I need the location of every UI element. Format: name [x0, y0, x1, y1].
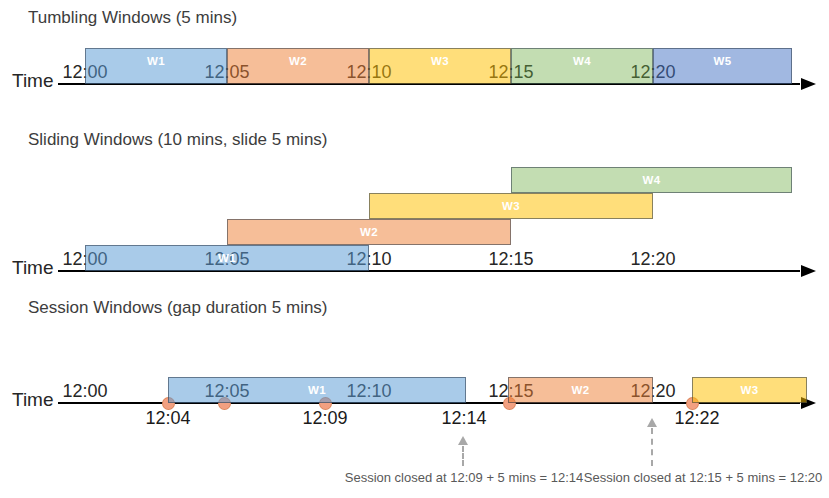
window-w1: W1: [85, 48, 227, 84]
event-time-label: 12:09: [302, 408, 347, 428]
timeline-arrowhead-icon: [801, 265, 816, 277]
event-time-label: 12:22: [674, 408, 719, 428]
session-close-arrow-icon: [458, 436, 468, 445]
window-w1: W1: [85, 245, 369, 271]
window-label: W2: [228, 55, 368, 67]
window-w2: W2: [508, 377, 653, 403]
window-w3: W3: [369, 48, 511, 84]
window-w1: W1: [168, 377, 466, 403]
window-w2: W2: [227, 219, 511, 245]
session-close-arrow-icon: [647, 418, 657, 427]
window-w5: W5: [653, 48, 792, 84]
window-label: W3: [370, 200, 652, 212]
window-w4: W4: [511, 48, 653, 84]
window-w3: W3: [369, 193, 653, 219]
tick-label: 12:00: [62, 381, 107, 401]
window-label: W3: [370, 55, 510, 67]
time-axis-label: Time: [12, 70, 54, 92]
section-title: Session Windows (gap duration 5 mins): [28, 298, 328, 318]
diagram-canvas: Tumbling Windows (5 mins)Time12:0012:051…: [0, 0, 829, 498]
time-axis-label: Time: [12, 389, 54, 411]
window-label: W3: [693, 384, 806, 396]
window-label: W5: [654, 55, 791, 67]
event-time-label: 12:04: [145, 408, 190, 428]
section-title: Sliding Windows (10 mins, slide 5 mins): [28, 130, 328, 150]
window-w4: W4: [511, 167, 792, 193]
window-label: W1: [169, 384, 465, 396]
window-label: W4: [512, 174, 791, 186]
window-w3: W3: [692, 377, 807, 403]
window-label: W2: [228, 226, 510, 238]
session-close-arrow-line: [651, 428, 653, 466]
tick-label: 12:20: [630, 249, 675, 269]
time-axis-label: Time: [12, 257, 54, 279]
timeline-arrowhead-icon: [801, 78, 816, 90]
window-label: W4: [512, 55, 652, 67]
tick-label: 12:15: [488, 249, 533, 269]
window-label: W1: [86, 55, 226, 67]
session-close-annotation: Session closed at 12:09 + 5 mins = 12:14: [345, 470, 584, 485]
window-label: W2: [509, 384, 652, 396]
window-w2: W2: [227, 48, 369, 84]
session-close-arrow-line: [462, 446, 464, 466]
section-title: Tumbling Windows (5 mins): [28, 8, 237, 28]
session-close-annotation: Session closed at 12:15 + 5 mins = 12:20: [584, 470, 823, 485]
event-time-label: 12:14: [441, 408, 486, 428]
window-label: W1: [86, 252, 368, 264]
